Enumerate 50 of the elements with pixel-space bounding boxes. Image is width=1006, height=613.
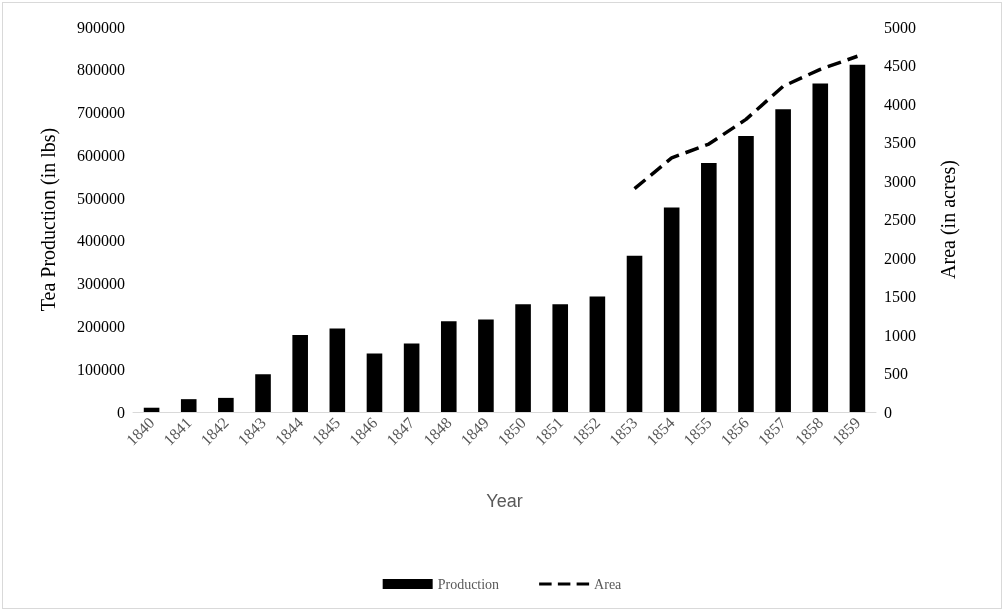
y-tick-label: 0 <box>117 403 125 421</box>
y2-tick-label: 4500 <box>884 57 916 74</box>
y2-tick-label: 1500 <box>884 288 916 305</box>
bar <box>329 328 346 412</box>
bar <box>701 163 717 412</box>
y-tick-label: 400000 <box>77 232 125 250</box>
bar <box>180 399 197 412</box>
bar <box>440 321 457 412</box>
bar <box>552 304 569 412</box>
line-series <box>632 54 860 191</box>
bar <box>812 83 829 412</box>
y2-axis-title: Area (in acres) <box>937 160 960 279</box>
y2-tick-label: 0 <box>884 403 892 421</box>
bar <box>515 304 531 412</box>
legend-label: Area <box>594 576 623 592</box>
y-tick-label: 200000 <box>77 317 125 335</box>
bar <box>403 343 420 412</box>
bar <box>218 397 234 412</box>
bar <box>626 255 643 412</box>
y2-tick-label: 2000 <box>884 249 916 267</box>
bar <box>366 353 383 412</box>
y-tick-label: 500000 <box>77 189 125 207</box>
bar <box>143 407 160 412</box>
y2-tick-label: 3500 <box>884 134 916 151</box>
y-tick-label: 100000 <box>77 360 125 378</box>
y2-tick-label: 5000 <box>884 18 916 36</box>
y2-tick-label: 1000 <box>884 326 916 344</box>
bar <box>849 64 866 412</box>
y-tick-label: 800000 <box>77 61 125 79</box>
bar <box>589 296 606 412</box>
y2-tick-label: 4000 <box>884 95 916 113</box>
x-tick-label: 1841 <box>160 413 195 449</box>
y-tick-label: 900000 <box>77 18 125 36</box>
y-tick-label: 300000 <box>77 275 125 293</box>
y-tick-label: 700000 <box>77 104 125 122</box>
y-axis-title: Tea Production (in lbs) <box>37 127 60 312</box>
bar <box>255 374 271 412</box>
y2-tick-label: 3000 <box>884 172 916 190</box>
legend-label: Production <box>437 576 500 592</box>
y2-tick-label: 2500 <box>884 211 916 228</box>
bar <box>478 319 494 412</box>
bar <box>738 136 754 412</box>
bar <box>663 207 680 412</box>
bar <box>292 335 308 412</box>
x-axis-title: Year <box>486 491 523 511</box>
x-tick-label: 1854 <box>643 413 678 449</box>
y2-tick-label: 500 <box>884 365 908 382</box>
x-tick-label: 1848 <box>420 413 455 449</box>
bar <box>775 109 791 412</box>
y-tick-label: 600000 <box>77 146 125 164</box>
